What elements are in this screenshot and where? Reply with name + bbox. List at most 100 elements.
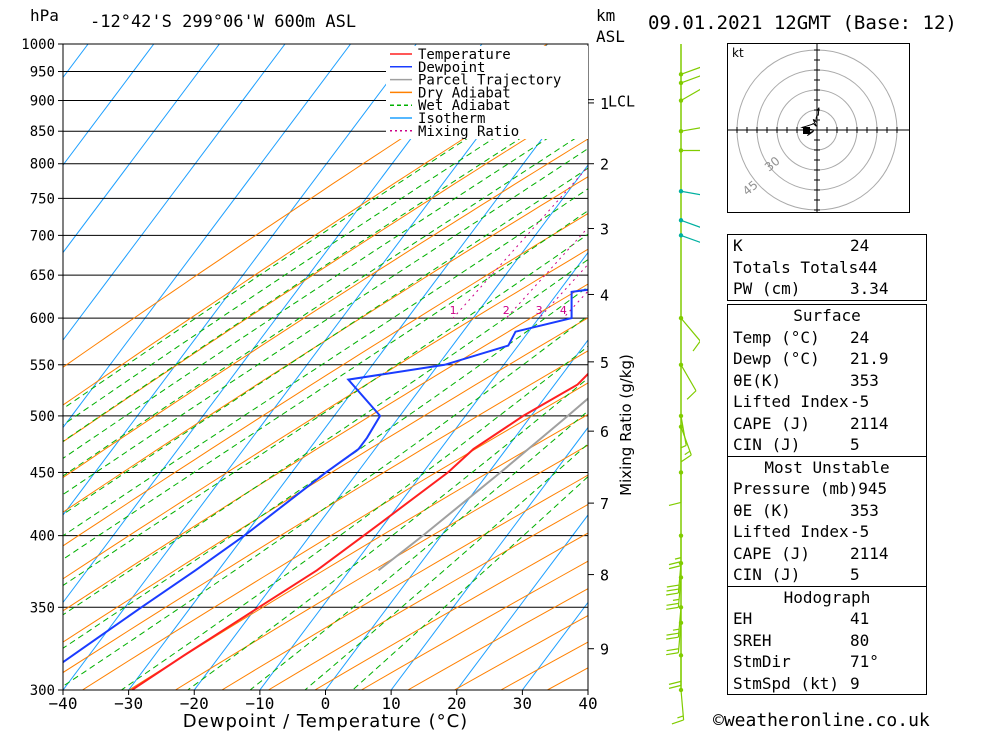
index-row-totals: Totals Totals 44 <box>728 257 926 279</box>
pressure-tick-label: 800 <box>30 157 55 173</box>
pressure-tick-label: 350 <box>30 600 55 616</box>
height-tick-label: 4 <box>600 286 609 304</box>
wet-adiabat-line <box>63 111 588 459</box>
index-label: K <box>733 236 743 255</box>
temperature-tick-label: −10 <box>245 694 274 713</box>
dry-adiabat-line <box>699 44 700 708</box>
surface-row: Dewp (°C) 21.9 <box>728 348 926 370</box>
series-parcel-trajectory <box>377 397 588 572</box>
wind-barb <box>678 127 700 134</box>
km-label: km <box>596 6 616 25</box>
most-unstable-label: Lifted Index <box>733 522 849 541</box>
index-value: 44 <box>858 257 878 277</box>
most-unstable-row: Pressure (mb) 945 <box>728 478 926 500</box>
plot-frame <box>62 43 589 691</box>
datetime-title: 09.01.2021 12GMT (Base: 12) <box>648 12 957 34</box>
wind-barb-feather <box>666 648 679 652</box>
wet-adiabat-line <box>351 475 588 690</box>
most-unstable-row: CAPE (J) 2114 <box>728 543 926 565</box>
asl-label: ASL <box>596 27 625 46</box>
hodograph-table-title: Hodograph <box>728 585 926 609</box>
wind-barb-feather <box>666 584 680 588</box>
wind-barb <box>678 148 700 153</box>
hodograph-row: SREH 80 <box>728 630 926 652</box>
most-unstable-label: Pressure (mb) <box>733 479 859 498</box>
wind-barb-half-feather <box>672 598 680 601</box>
most-unstable-row: CIN (J) 5 <box>728 564 926 586</box>
mixing-ratio-line <box>645 44 700 318</box>
copyright[interactable]: ©weatheronline.co.uk <box>713 710 930 731</box>
hodograph-label: StmSpd (kt) <box>733 673 839 693</box>
surface-label: Lifted Index <box>733 392 849 411</box>
dry-adiabat-line <box>63 283 588 612</box>
wind-barb <box>668 653 684 689</box>
wet-adiabat-line <box>63 59 588 410</box>
height-tick-label: 1 <box>600 95 609 113</box>
most-unstable-title: Most Unstable <box>728 455 926 479</box>
wind-barb-half-feather <box>672 628 680 631</box>
mixing-ratio-label: 16 <box>683 304 697 317</box>
wind-barb-feather <box>666 592 679 596</box>
dry-adiabat-line <box>127 413 588 690</box>
temperature-tick-label: −30 <box>114 694 143 713</box>
legend-label: Parcel Trajectory <box>418 73 561 89</box>
surface-label: CIN (J) <box>733 435 801 454</box>
dry-adiabat-line <box>63 350 588 674</box>
wind-barb <box>678 315 700 352</box>
wind-barb-shaft <box>680 689 685 720</box>
dry-adiabat-line <box>313 532 588 690</box>
mixing-ratio-axis-label: Mixing Ratio (g/kg) <box>617 354 635 496</box>
dry-adiabat-line <box>63 44 548 368</box>
wet-adiabat-line <box>63 258 588 616</box>
lcl-label: LCL <box>608 93 635 111</box>
isotherm-line <box>456 514 588 690</box>
wind-barb-feather <box>668 684 682 689</box>
legend-label: Dry Adiabat <box>418 85 511 101</box>
wind-barb-half-feather <box>684 450 691 456</box>
isotherm-line <box>0 44 23 708</box>
surface-value: -5 <box>850 392 870 411</box>
legend-label: Temperature <box>418 47 511 63</box>
wind-barb-shaft <box>680 66 700 75</box>
dry-adiabat-line <box>653 44 701 708</box>
wet-adiabat-line <box>63 315 588 687</box>
wet-adiabat-line <box>304 443 588 690</box>
wind-barb-half-feather <box>674 557 682 560</box>
wind-barb-shaft <box>680 415 687 446</box>
most-unstable-value: 5 <box>850 565 860 584</box>
most-unstable-value: -5 <box>850 522 870 541</box>
wind-barb-feather <box>686 390 697 400</box>
wind-profile <box>666 44 700 725</box>
pressure-tick-label: 750 <box>30 191 55 207</box>
location-title: -12°42'S 299°06'W 600m ASL <box>90 12 357 32</box>
series-dewpoint <box>63 288 588 664</box>
mixing-ratio-label: 8 <box>621 304 628 317</box>
wind-barb-shaft <box>680 190 700 196</box>
most-unstable-row: Lifted Index -5 <box>728 521 926 543</box>
wind-barb-shaft <box>680 127 700 132</box>
most-unstable-label: θE (K) <box>733 500 791 520</box>
height-tick-label: 7 <box>600 495 609 513</box>
mixing-ratio-line <box>599 44 700 318</box>
mixing-ratio-line <box>452 166 588 319</box>
dry-adiabat-line <box>81 382 588 690</box>
dry-adiabat-line <box>63 248 588 580</box>
index-label: Totals Totals <box>733 257 859 277</box>
wet-adiabat-line <box>63 233 588 587</box>
wind-barb-feather <box>692 340 700 352</box>
pressure-tick-label: 600 <box>30 311 55 327</box>
isotherm-line <box>63 44 417 516</box>
isotherm-line <box>63 44 220 254</box>
wet-adiabat-line <box>63 167 588 516</box>
wind-barb <box>671 687 685 725</box>
pressure-tick-label: 500 <box>30 409 55 425</box>
isotherm-line <box>259 251 588 690</box>
surface-row: Temp (°C) 24 <box>728 327 926 349</box>
surface-label: θE(K) <box>733 370 782 390</box>
wind-barb-shaft <box>680 75 700 84</box>
pressure-tick-label: 950 <box>30 65 55 81</box>
surface-value: 2114 <box>850 413 889 433</box>
index-value: 3.34 <box>850 279 889 298</box>
dry-adiabat-line <box>63 176 588 513</box>
wind-barb-shaft <box>680 364 697 392</box>
